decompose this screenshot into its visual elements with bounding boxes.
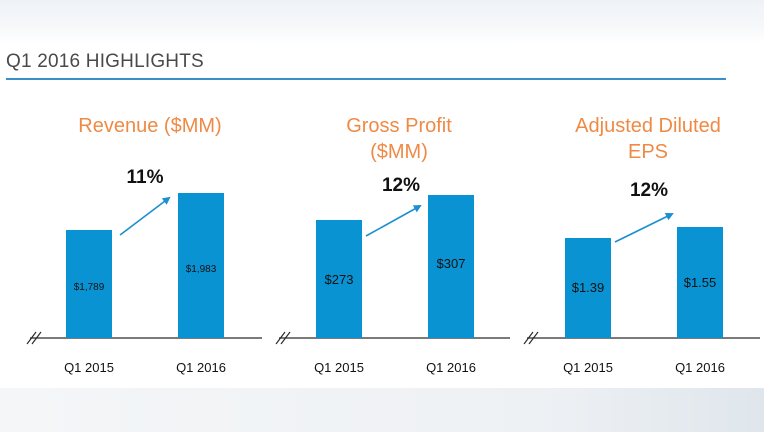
title-divider: [6, 78, 726, 80]
bar: [178, 193, 224, 338]
charts-group: $1,789 Q1 2015 $1,983 Q1 2016 $273 Q1 2015 $30…: [26, 193, 760, 375]
category-label: Q1 2016: [426, 360, 476, 375]
axis-break-mark: [523, 331, 534, 345]
chart-title-revenue: Revenue ($MM): [78, 115, 222, 137]
axis-break-mark: [528, 331, 539, 345]
category-label: Q1 2015: [563, 360, 613, 375]
chart-title-eps-text: Adjusted Diluted EPS: [575, 115, 721, 163]
growth-gross-profit: 12%: [381, 175, 421, 196]
growth-arrow: [119, 196, 171, 236]
bar-value-label: $1,789: [74, 282, 105, 293]
bar: [565, 238, 611, 338]
category-label: Q1 2016: [675, 360, 725, 375]
bar: [66, 230, 112, 338]
axis-break-mark: [275, 331, 286, 345]
growth-arrow: [365, 205, 422, 237]
bar-value-label: $1,983: [186, 264, 217, 275]
page-title: Q1 2016 HIGHLIGHTS: [6, 51, 204, 72]
growth-eps: 12%: [629, 180, 669, 201]
category-label: Q1 2015: [64, 360, 114, 375]
bar: [316, 220, 362, 338]
bar-value-label: $1.39: [572, 280, 605, 295]
growth-arrow: [614, 213, 674, 243]
axis-break-mark: [31, 331, 42, 345]
bar: [428, 195, 474, 338]
bar-value-label: $1.55: [684, 275, 717, 290]
chart-title-eps: Adjusted Diluted EPS: [533, 113, 763, 165]
axis-break-mark: [280, 331, 291, 345]
chart-title-gross-profit-text: Gross Profit ($MM): [346, 115, 452, 163]
footer-band: [0, 388, 764, 432]
header-band: [0, 0, 764, 44]
bar-value-label: $273: [325, 272, 354, 287]
bar-value-label: $307: [437, 256, 466, 271]
bar: [677, 227, 723, 338]
category-label: Q1 2015: [314, 360, 364, 375]
category-label: Q1 2016: [176, 360, 226, 375]
chart-title-gross-profit: Gross Profit ($MM): [284, 113, 514, 165]
axis-break-mark: [26, 331, 37, 345]
growth-revenue: 11%: [126, 167, 164, 188]
